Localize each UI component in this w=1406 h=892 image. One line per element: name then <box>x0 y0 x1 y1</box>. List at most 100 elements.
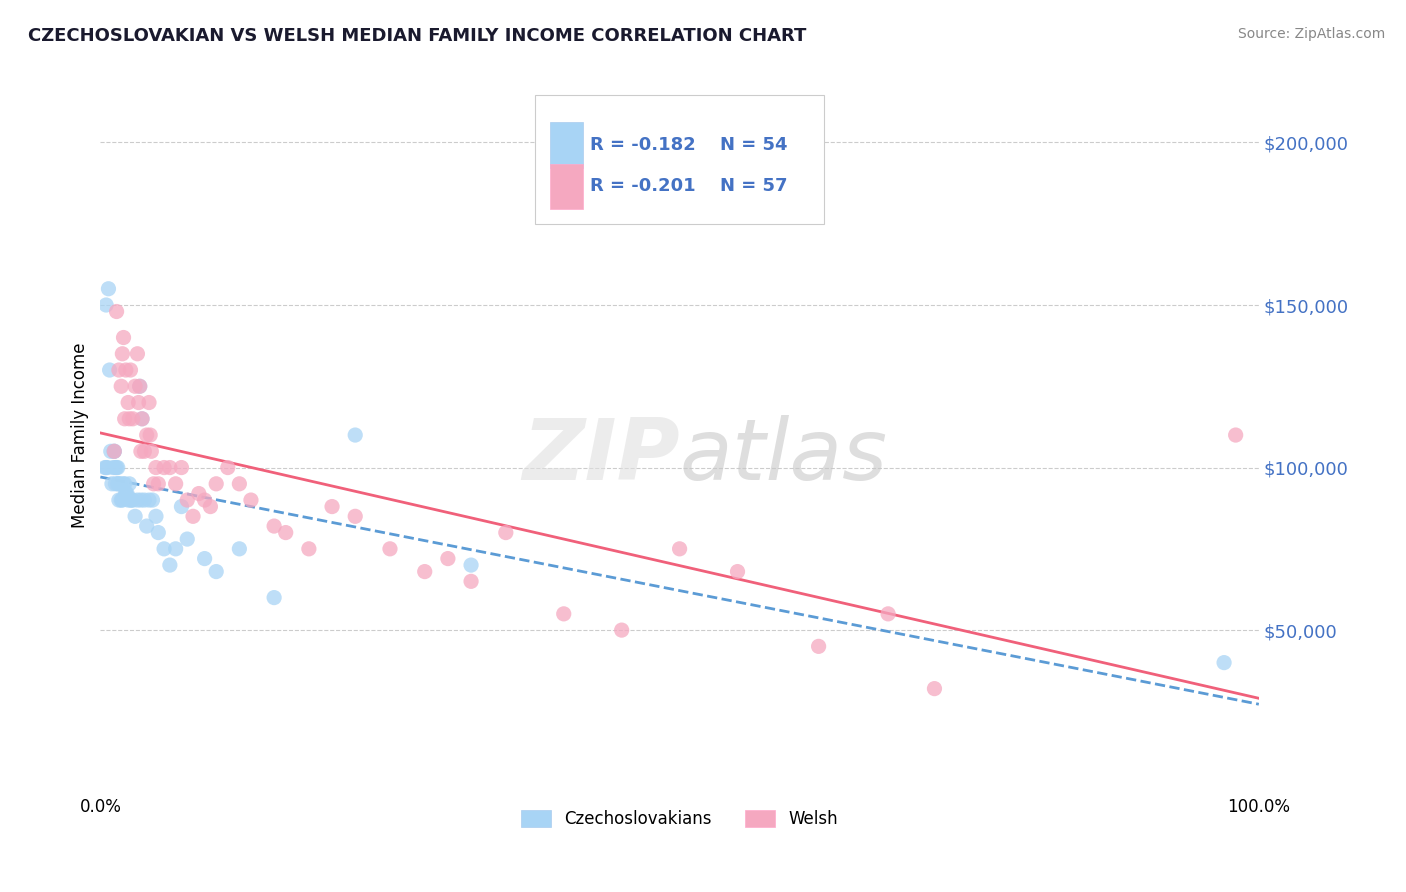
Point <box>103 444 125 458</box>
Point <box>128 379 150 393</box>
Point <box>108 476 131 491</box>
Point <box>124 379 146 393</box>
Point <box>110 379 132 393</box>
Point <box>159 558 181 573</box>
Point <box>205 565 228 579</box>
Point <box>117 493 139 508</box>
Point <box>114 411 136 425</box>
Point <box>94 460 117 475</box>
Point <box>298 541 321 556</box>
Point <box>115 486 138 500</box>
Point <box>117 395 139 409</box>
Point <box>228 541 250 556</box>
Point <box>101 476 124 491</box>
Point <box>153 460 176 475</box>
Point <box>176 493 198 508</box>
Text: Source: ZipAtlas.com: Source: ZipAtlas.com <box>1237 27 1385 41</box>
Point <box>148 525 170 540</box>
Point <box>107 460 129 475</box>
Point <box>170 460 193 475</box>
Point <box>460 574 482 589</box>
Point <box>100 444 122 458</box>
Point <box>187 486 209 500</box>
Point <box>148 476 170 491</box>
Point <box>165 541 187 556</box>
Point <box>124 509 146 524</box>
Point <box>807 640 830 654</box>
Point <box>153 541 176 556</box>
Point <box>118 476 141 491</box>
Point <box>181 509 204 524</box>
Text: N = 54: N = 54 <box>720 136 787 154</box>
Point <box>139 428 162 442</box>
Point <box>114 476 136 491</box>
FancyBboxPatch shape <box>534 95 824 224</box>
Point <box>108 493 131 508</box>
Point <box>101 460 124 475</box>
Point <box>115 486 138 500</box>
Point <box>877 607 900 621</box>
Point <box>142 476 165 491</box>
Text: R = -0.201: R = -0.201 <box>591 178 696 195</box>
Point <box>112 476 135 491</box>
Point <box>135 428 157 442</box>
Point <box>159 460 181 475</box>
Text: R = -0.182: R = -0.182 <box>591 136 696 154</box>
Point <box>263 591 285 605</box>
Point <box>108 363 131 377</box>
Point <box>344 509 367 524</box>
Point <box>134 444 156 458</box>
Point <box>107 476 129 491</box>
Point <box>205 476 228 491</box>
Point <box>111 493 134 508</box>
Point <box>129 493 152 508</box>
Point <box>127 347 149 361</box>
Point <box>924 681 946 696</box>
Point <box>495 525 517 540</box>
Point <box>98 363 121 377</box>
Point <box>460 558 482 573</box>
Point <box>94 298 117 312</box>
FancyBboxPatch shape <box>550 122 583 168</box>
Point <box>128 395 150 409</box>
Text: ZIP: ZIP <box>522 415 679 498</box>
Point <box>131 411 153 425</box>
Text: CZECHOSLOVAKIAN VS WELSH MEDIAN FAMILY INCOME CORRELATION CHART: CZECHOSLOVAKIAN VS WELSH MEDIAN FAMILY I… <box>28 27 807 45</box>
Point <box>131 411 153 425</box>
Point <box>1213 656 1236 670</box>
Point <box>344 428 367 442</box>
Point <box>1225 428 1247 442</box>
Point <box>128 379 150 393</box>
Point <box>112 330 135 344</box>
Point <box>115 363 138 377</box>
Point <box>217 460 239 475</box>
Point <box>120 493 142 508</box>
Point <box>104 460 127 475</box>
Text: atlas: atlas <box>679 415 887 498</box>
Point <box>141 493 163 508</box>
Point <box>103 444 125 458</box>
Point <box>239 493 262 508</box>
Point <box>141 444 163 458</box>
Point <box>121 493 143 508</box>
Legend: Czechoslovakians, Welsh: Czechoslovakians, Welsh <box>515 803 845 834</box>
Point <box>108 476 131 491</box>
Point <box>610 623 633 637</box>
Point <box>120 363 142 377</box>
Point <box>105 304 128 318</box>
Point <box>176 532 198 546</box>
Point <box>138 395 160 409</box>
Point <box>553 607 575 621</box>
Point <box>274 525 297 540</box>
Point <box>321 500 343 514</box>
Point <box>127 493 149 508</box>
Point <box>94 460 117 475</box>
Point <box>121 493 143 508</box>
Point <box>105 460 128 475</box>
Point <box>103 444 125 458</box>
Point <box>378 541 401 556</box>
Point <box>135 519 157 533</box>
Point <box>145 509 167 524</box>
Point <box>228 476 250 491</box>
Point <box>668 541 690 556</box>
